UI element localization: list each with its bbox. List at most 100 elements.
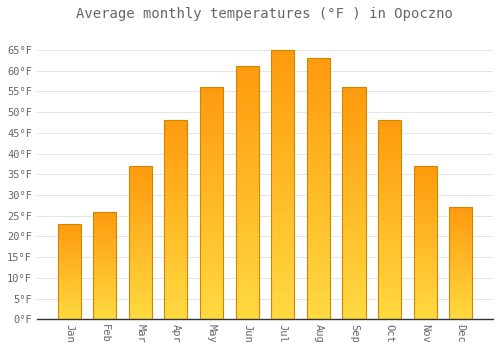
Bar <box>128 218 152 221</box>
Bar <box>236 132 258 137</box>
Bar <box>200 231 223 236</box>
Bar <box>342 217 365 222</box>
Bar <box>378 244 401 248</box>
Bar <box>342 264 365 268</box>
Bar <box>93 287 116 289</box>
Bar <box>449 210 472 212</box>
Bar <box>58 308 80 310</box>
Bar <box>128 188 152 190</box>
Bar <box>449 234 472 237</box>
Bar <box>342 194 365 199</box>
Bar <box>128 194 152 197</box>
Bar <box>271 282 294 287</box>
Bar <box>164 160 188 164</box>
Bar <box>58 268 80 270</box>
Bar <box>271 222 294 228</box>
Bar <box>164 308 188 312</box>
Bar <box>200 161 223 166</box>
Bar <box>307 142 330 147</box>
Bar <box>93 294 116 296</box>
Bar <box>414 261 436 264</box>
Bar <box>307 136 330 142</box>
Bar <box>271 298 294 303</box>
Bar <box>93 266 116 268</box>
Bar <box>271 184 294 190</box>
Bar <box>93 212 116 320</box>
Bar <box>271 125 294 131</box>
Bar <box>307 183 330 189</box>
Bar <box>200 87 223 92</box>
Bar <box>271 77 294 82</box>
Bar <box>271 201 294 206</box>
Bar <box>236 122 258 127</box>
Bar <box>128 215 152 218</box>
Bar <box>307 95 330 100</box>
Bar <box>164 136 188 140</box>
Bar <box>449 228 472 230</box>
Bar <box>307 105 330 110</box>
Bar <box>58 257 80 258</box>
Bar <box>236 218 258 223</box>
Bar <box>164 124 188 128</box>
Bar <box>378 284 401 288</box>
Bar <box>342 110 365 115</box>
Bar <box>128 282 152 286</box>
Bar <box>128 310 152 313</box>
Bar <box>200 175 223 180</box>
Bar <box>236 289 258 294</box>
Bar <box>93 253 116 255</box>
Bar <box>236 147 258 153</box>
Bar <box>200 273 223 278</box>
Bar <box>164 264 188 268</box>
Bar <box>128 246 152 249</box>
Bar <box>128 200 152 203</box>
Bar <box>271 271 294 276</box>
Bar <box>236 153 258 158</box>
Bar <box>164 300 188 303</box>
Bar <box>378 200 401 204</box>
Bar <box>58 312 80 314</box>
Bar <box>128 249 152 252</box>
Bar <box>378 303 401 308</box>
Bar <box>236 92 258 97</box>
Bar <box>378 300 401 303</box>
Bar <box>342 273 365 278</box>
Bar <box>307 194 330 199</box>
Bar <box>271 168 294 174</box>
Bar <box>200 110 223 115</box>
Bar <box>164 140 188 144</box>
Bar <box>414 246 436 249</box>
Bar <box>342 189 365 194</box>
Bar <box>378 256 401 260</box>
Bar <box>128 252 152 255</box>
Bar <box>128 267 152 270</box>
Bar <box>414 295 436 298</box>
Bar <box>342 310 365 315</box>
Bar <box>342 245 365 250</box>
Bar <box>236 102 258 107</box>
Bar <box>271 66 294 71</box>
Bar <box>128 221 152 224</box>
Bar <box>128 175 152 178</box>
Bar <box>271 50 294 320</box>
Bar <box>414 282 436 286</box>
Bar <box>200 222 223 226</box>
Bar <box>58 264 80 266</box>
Bar <box>342 236 365 240</box>
Bar <box>342 278 365 282</box>
Bar <box>200 124 223 129</box>
Bar <box>342 166 365 171</box>
Bar <box>128 228 152 230</box>
Bar <box>449 259 472 261</box>
Bar <box>128 307 152 310</box>
Bar <box>342 292 365 296</box>
Bar <box>236 254 258 259</box>
Bar <box>236 304 258 309</box>
Bar <box>271 61 294 66</box>
Bar <box>128 313 152 316</box>
Bar <box>164 232 188 236</box>
Bar <box>342 138 365 143</box>
Bar <box>200 254 223 259</box>
Bar <box>128 289 152 292</box>
Bar <box>200 115 223 120</box>
